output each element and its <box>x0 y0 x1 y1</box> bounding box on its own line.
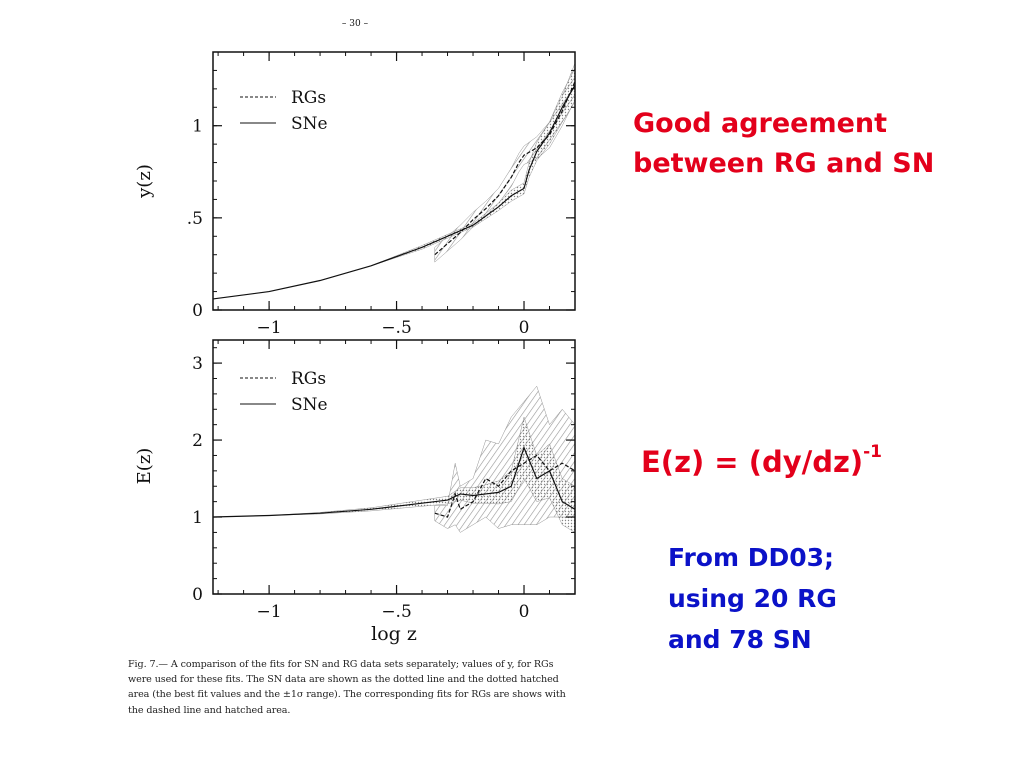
agreement-line-1: Good agreement <box>633 108 888 139</box>
top-ytick-label: 1 <box>192 117 203 137</box>
top-line-rgs <box>434 81 575 256</box>
top-xtick-label: 0 <box>519 318 530 338</box>
top-ytick-label: .5 <box>187 209 203 229</box>
top-line-sne <box>213 84 575 300</box>
top-plot-panel: −1 −.5 0 0 .5 1 y(z) RGs SNe <box>134 51 576 338</box>
top-band-sne <box>213 68 575 300</box>
bottom-plot-panel: −1 −.5 0 0 1 2 3 E(z) log z RGs SNe <box>134 339 576 645</box>
top-plot-frame <box>212 51 576 311</box>
bottom-legend-rgs: RGs <box>291 369 326 389</box>
agreement-note: Good agreement between RG and SN <box>633 104 934 184</box>
formula-exponent: -1 <box>863 442 882 462</box>
top-legend-sne: SNe <box>291 114 328 134</box>
source-line-2: using 20 RG <box>668 584 837 613</box>
bottom-legend-sne: SNe <box>291 395 328 415</box>
source-line-3: and 78 SN <box>668 625 812 654</box>
top-xtick-label: −1 <box>257 318 282 338</box>
formula-note: E(z) = (dy/dz)-1 <box>641 442 882 479</box>
bottom-ytick-label: 2 <box>192 431 203 451</box>
top-legend-rgs: RGs <box>291 88 326 108</box>
bottom-line-sne <box>213 446 575 518</box>
bottom-x-axis-label: log z <box>371 623 417 645</box>
top-xtick-label: −.5 <box>381 318 411 338</box>
top-ytick-label: 0 <box>192 301 203 321</box>
bottom-band-sne <box>213 416 575 533</box>
bottom-legend: RGs SNe <box>240 369 328 415</box>
bottom-line-rgs <box>434 454 575 518</box>
formula-main: E(z) = (dy/dz) <box>641 445 864 479</box>
bottom-xtick-label: −.5 <box>381 602 411 622</box>
bottom-ytick-label: 3 <box>192 354 203 374</box>
page-header: – 30 – <box>342 19 369 29</box>
bottom-ytick-label: 0 <box>192 585 203 605</box>
bottom-y-axis-label: E(z) <box>134 448 155 485</box>
top-legend: RGs SNe <box>240 88 328 134</box>
top-y-axis-label: y(z) <box>134 164 155 199</box>
agreement-line-2: between RG and SN <box>633 148 935 179</box>
bottom-ytick-label: 1 <box>192 508 203 528</box>
source-note: From DD03; using 20 RG and 78 SN <box>668 537 837 660</box>
bottom-xtick-label: −1 <box>257 602 282 622</box>
bottom-plot-frame <box>212 339 576 595</box>
figure-caption: Fig. 7.— A comparison of the fits for SN… <box>128 659 566 716</box>
bottom-xtick-label: 0 <box>519 602 530 622</box>
source-line-1: From DD03; <box>668 543 835 572</box>
